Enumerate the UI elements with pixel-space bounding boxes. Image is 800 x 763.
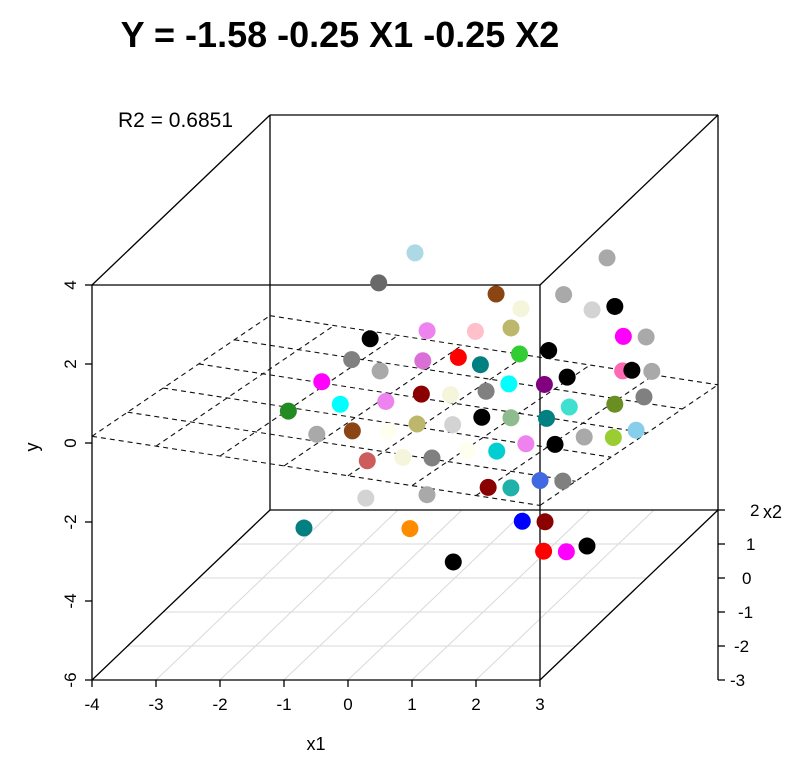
data-point — [502, 479, 520, 497]
data-point — [279, 402, 297, 420]
data-point — [357, 489, 375, 507]
data-point — [370, 274, 388, 292]
data-point — [557, 543, 575, 561]
tick-label: 0 — [61, 438, 80, 447]
data-point — [343, 422, 361, 440]
data-point — [627, 421, 645, 439]
data-point — [635, 388, 653, 406]
tick-label: 1 — [746, 535, 755, 554]
tick-label: -3 — [730, 671, 745, 690]
tick-label: 1 — [407, 695, 416, 714]
tick-label: 3 — [535, 695, 544, 714]
data-point — [343, 351, 361, 369]
data-point — [477, 382, 495, 400]
tick-label: -6 — [61, 672, 80, 687]
data-point — [513, 512, 531, 530]
tick-label: -3 — [148, 695, 163, 714]
data-point — [459, 442, 477, 460]
data-point — [560, 398, 578, 416]
axis-tick-labels: -4 -3 -2 -1 0 1 2 3 -6 -4 -2 0 2 4 -3 -2 -1 0 1 2 — [61, 280, 759, 714]
data-point — [546, 435, 564, 453]
tick-label: -1 — [738, 603, 753, 622]
data-point — [371, 362, 389, 380]
tick-label: 2 — [471, 695, 480, 714]
data-point — [358, 452, 376, 470]
data-point — [606, 297, 624, 315]
data-point — [379, 422, 397, 440]
data-point — [502, 319, 520, 337]
data-point — [414, 352, 432, 370]
data-point — [473, 408, 491, 426]
tick-label: -2 — [61, 514, 80, 529]
tick-label: -1 — [276, 695, 291, 714]
tick-label: 2 — [61, 359, 80, 368]
data-point — [540, 342, 558, 360]
data-point — [466, 322, 484, 340]
data-point — [535, 542, 553, 560]
tick-label: 0 — [742, 569, 751, 588]
data-point — [418, 486, 436, 504]
data-point — [406, 244, 424, 262]
data-point — [637, 328, 655, 346]
data-point — [471, 356, 489, 374]
data-point — [583, 301, 601, 319]
data-point — [578, 537, 596, 555]
data-point — [487, 285, 505, 303]
data-point — [408, 415, 426, 433]
data-point — [488, 442, 506, 460]
box-edges — [91, 114, 719, 681]
data-point — [623, 361, 641, 379]
tick-label: 4 — [61, 280, 80, 289]
data-point — [512, 300, 530, 318]
data-point — [500, 375, 518, 393]
data-point — [536, 513, 554, 531]
data-point — [313, 373, 331, 391]
data-point — [517, 435, 535, 453]
data-point — [555, 286, 573, 304]
data-point — [604, 429, 622, 447]
data-point — [449, 348, 467, 366]
data-point — [412, 385, 430, 403]
tick-label: -2 — [734, 637, 749, 656]
data-point — [558, 368, 576, 386]
data-point — [606, 395, 624, 413]
data-point — [502, 409, 520, 427]
data-point — [401, 520, 419, 538]
data-point — [614, 327, 632, 345]
data-point — [598, 249, 616, 267]
data-point — [575, 428, 593, 446]
data-point — [511, 345, 529, 363]
scatter-points — [279, 244, 661, 571]
tick-label: 0 — [343, 695, 352, 714]
tick-label: -4 — [61, 593, 80, 608]
data-point — [361, 330, 379, 348]
data-point — [444, 553, 462, 571]
data-point — [535, 375, 553, 393]
axis-ticks — [85, 284, 725, 687]
x2-axis-title: x2 — [763, 502, 782, 522]
data-point — [442, 386, 460, 404]
tick-label: -4 — [84, 695, 99, 714]
data-point — [377, 392, 395, 410]
data-point — [444, 416, 462, 434]
y-axis-title: y — [22, 443, 42, 452]
r2-annotation: R2 = 0.6851 — [118, 109, 233, 132]
data-point — [423, 449, 441, 467]
tick-label: 2 — [750, 501, 759, 520]
data-point — [394, 448, 412, 466]
plot-title: Y = -1.58 -0.25 X1 -0.25 X2 — [120, 14, 560, 55]
data-point — [295, 519, 313, 537]
data-point — [331, 395, 349, 413]
x1-axis-title: x1 — [306, 734, 325, 754]
data-point — [643, 362, 661, 380]
data-point — [538, 409, 556, 427]
data-point — [308, 425, 326, 443]
data-point — [531, 472, 549, 490]
data-point — [479, 478, 497, 496]
data-point — [554, 472, 572, 490]
data-point — [418, 322, 436, 340]
tick-label: -2 — [212, 695, 227, 714]
